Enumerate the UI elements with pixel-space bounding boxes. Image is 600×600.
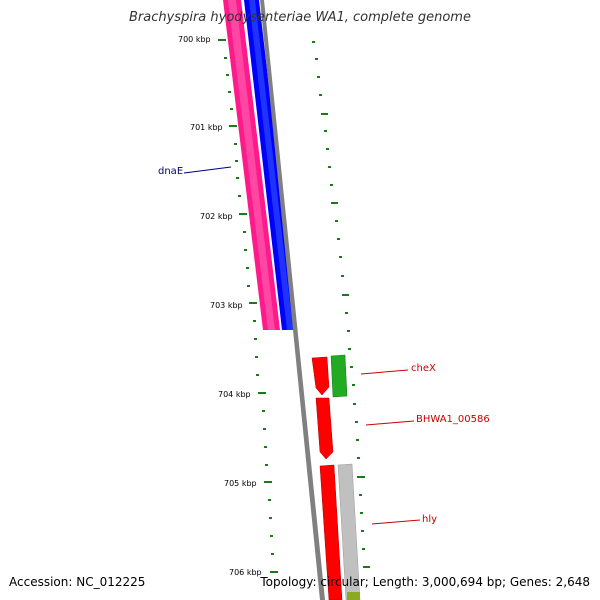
map-title: Brachyspira hyodysenteriae WA1, complete… <box>129 10 471 25</box>
ruler-label-705: 705 kbp <box>224 479 257 488</box>
gene-label-dnae[interactable]: dnaE <box>158 166 184 177</box>
gene-label-bhwa1-00586[interactable]: BHWA1_00586 <box>416 414 490 425</box>
hly-red-cds[interactable] <box>319 464 343 600</box>
gene-label-hly[interactable]: hly <box>422 514 438 525</box>
ruler-label-701: 701 kbp <box>190 123 223 132</box>
hly-grey-cds[interactable] <box>337 463 361 600</box>
ruler-major-ticks <box>218 39 278 573</box>
backbone-track <box>260 0 325 600</box>
ruler-label-704: 704 kbp <box>218 390 251 399</box>
ruler-ticks-right <box>312 41 370 568</box>
ruler-label-703: 703 kbp <box>210 301 243 310</box>
accession-text: Accession: NC_012225 <box>9 575 146 589</box>
gene-label-chex[interactable]: cheX <box>411 363 436 374</box>
ruler-label-702: 702 kbp <box>200 212 233 221</box>
chex-leader-line <box>360 369 409 375</box>
bhwa1-leader-line <box>365 420 415 426</box>
chex-green-cds[interactable] <box>330 354 348 398</box>
bhwa1-00586-cds[interactable] <box>315 397 334 460</box>
hly-leader-line <box>371 519 421 525</box>
ruler-label-706: 706 kbp <box>229 568 262 577</box>
ruler-label-700: 700 kbp <box>178 35 211 44</box>
hly-olive-cds[interactable] <box>347 592 360 600</box>
dnae-leader-line <box>183 166 232 174</box>
blue-feature-highlight <box>249 0 293 330</box>
chex-cds[interactable] <box>311 356 330 396</box>
pink-feature-highlight <box>228 0 275 330</box>
ruler-minor-ticks-left <box>224 57 274 555</box>
genome-summary-text: Topology: circular; Length: 3,000,694 bp… <box>260 575 590 589</box>
